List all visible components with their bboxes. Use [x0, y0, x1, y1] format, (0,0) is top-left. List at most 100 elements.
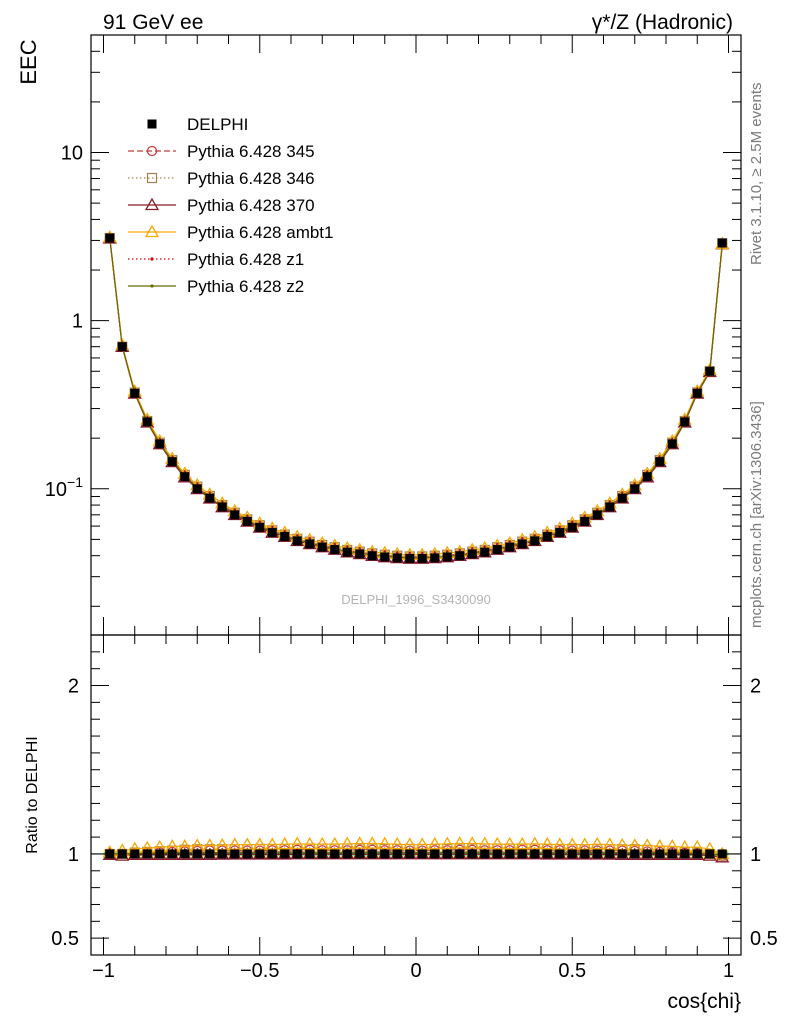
data-point [492, 849, 502, 859]
data-point [667, 849, 677, 859]
data-point [130, 388, 140, 398]
data-point [642, 849, 652, 859]
y-tick-label-right: 1 [750, 844, 761, 866]
data-point [467, 849, 477, 859]
x-tick-label: 0.5 [558, 960, 586, 982]
data-point [617, 849, 627, 859]
x-tick-label: 1 [723, 960, 734, 982]
ratio-y-axis-label: Ratio to DELPHI [24, 736, 41, 853]
data-point [555, 849, 565, 859]
data-point [442, 849, 452, 859]
y-axis-label: EEC [16, 39, 41, 84]
data-point [542, 532, 552, 542]
data-point [427, 836, 442, 850]
y-tick-label: 10 [61, 143, 83, 165]
data-point [655, 457, 665, 467]
data-point [605, 849, 615, 859]
data-point [567, 522, 577, 532]
data-point [380, 552, 390, 562]
data-point [517, 849, 527, 859]
data-point [642, 472, 652, 482]
data-point [617, 493, 627, 503]
data-point [292, 849, 302, 859]
data-point [205, 849, 215, 859]
data-point [630, 849, 640, 859]
data-point [480, 849, 490, 859]
data-point [630, 484, 640, 494]
data-point [405, 849, 415, 859]
ratio-plot-frame [90, 634, 742, 956]
data-point [705, 849, 715, 859]
data-point [415, 837, 430, 850]
data-point [390, 836, 405, 850]
data-point [602, 837, 617, 850]
data-point [655, 849, 665, 859]
data-point [227, 837, 242, 850]
data-point [302, 836, 317, 850]
data-point [267, 527, 277, 537]
data-point [452, 836, 467, 849]
y-tick-label: 1 [68, 844, 79, 866]
data-point [667, 439, 677, 449]
legend-marker [147, 119, 157, 129]
legend-label: Pythia 6.428 ambt1 [187, 223, 333, 242]
data-point [392, 849, 402, 859]
data-point [352, 836, 367, 849]
data-point [167, 849, 177, 859]
legend-label: DELPHI [187, 115, 248, 134]
legend-marker [146, 172, 158, 184]
data-point [192, 484, 202, 494]
legend-label: Pythia 6.428 z2 [187, 277, 304, 296]
data-point [380, 849, 390, 859]
legend-item: Pythia 6.428 z1 [128, 250, 304, 269]
main-plot-panel: 10−1 1 10 EEC DELPHI Pythia 6.428 345 Pythia 6… [16, 34, 742, 636]
y-tick-label-right: 0.5 [750, 928, 778, 950]
data-point [505, 542, 515, 552]
y-tick-label-right: 2 [750, 676, 761, 698]
data-point [455, 849, 465, 859]
data-point [605, 502, 615, 512]
x-tick-label: −0.5 [240, 960, 279, 982]
x-tick-label: −1 [92, 960, 115, 982]
data-point [717, 849, 727, 859]
data-point [277, 836, 292, 850]
data-point [342, 547, 352, 557]
data-point [240, 837, 255, 850]
legend-item: DELPHI [147, 115, 248, 134]
data-point [255, 522, 265, 532]
data-point [105, 233, 115, 243]
legend-item: Pythia 6.428 345 [128, 142, 315, 161]
data-point [117, 849, 127, 859]
data-point [255, 849, 265, 859]
data-point [430, 553, 440, 563]
header-left-title: 91 GeV ee [103, 11, 203, 34]
data-point [305, 849, 315, 859]
data-point [440, 836, 455, 849]
y-tick-label: 0.5 [51, 928, 79, 950]
data-point [290, 836, 305, 849]
data-point [455, 551, 465, 561]
data-point [405, 553, 415, 563]
data-point [705, 366, 715, 376]
data-point [205, 493, 215, 503]
y-tick-label: 1 [72, 311, 83, 333]
data-point [330, 545, 340, 555]
data-point [317, 542, 327, 552]
mcplots-credit-label: mcplots.cern.ch [arXiv:1306.3436] [748, 401, 765, 628]
data-point [555, 527, 565, 537]
data-point [577, 837, 592, 850]
data-point [155, 849, 165, 859]
legend-item: Pythia 6.428 z2 [128, 277, 304, 296]
data-point [142, 849, 152, 859]
y-tick-label: 10−1 [45, 474, 83, 501]
data-point [230, 849, 240, 859]
data-point [317, 849, 327, 859]
legend-marker [144, 197, 160, 211]
data-point [340, 836, 355, 849]
series-line [109, 842, 723, 855]
series-delphi [105, 233, 727, 563]
data-point [592, 849, 602, 859]
data-point [365, 836, 380, 849]
data-point [392, 553, 402, 563]
